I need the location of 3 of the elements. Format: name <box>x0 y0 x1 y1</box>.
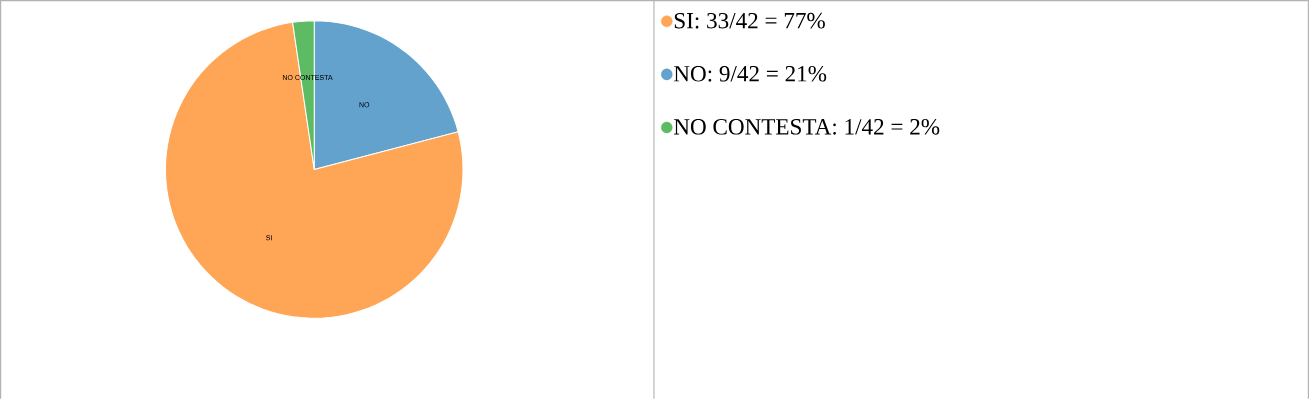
legend-label: NO: 9/42 = 21% <box>673 65 827 82</box>
legend-label: SI: 33/42 = 77% <box>674 12 825 29</box>
legend-label: NO CONTESTA: 1/42 = 2% <box>673 118 940 135</box>
